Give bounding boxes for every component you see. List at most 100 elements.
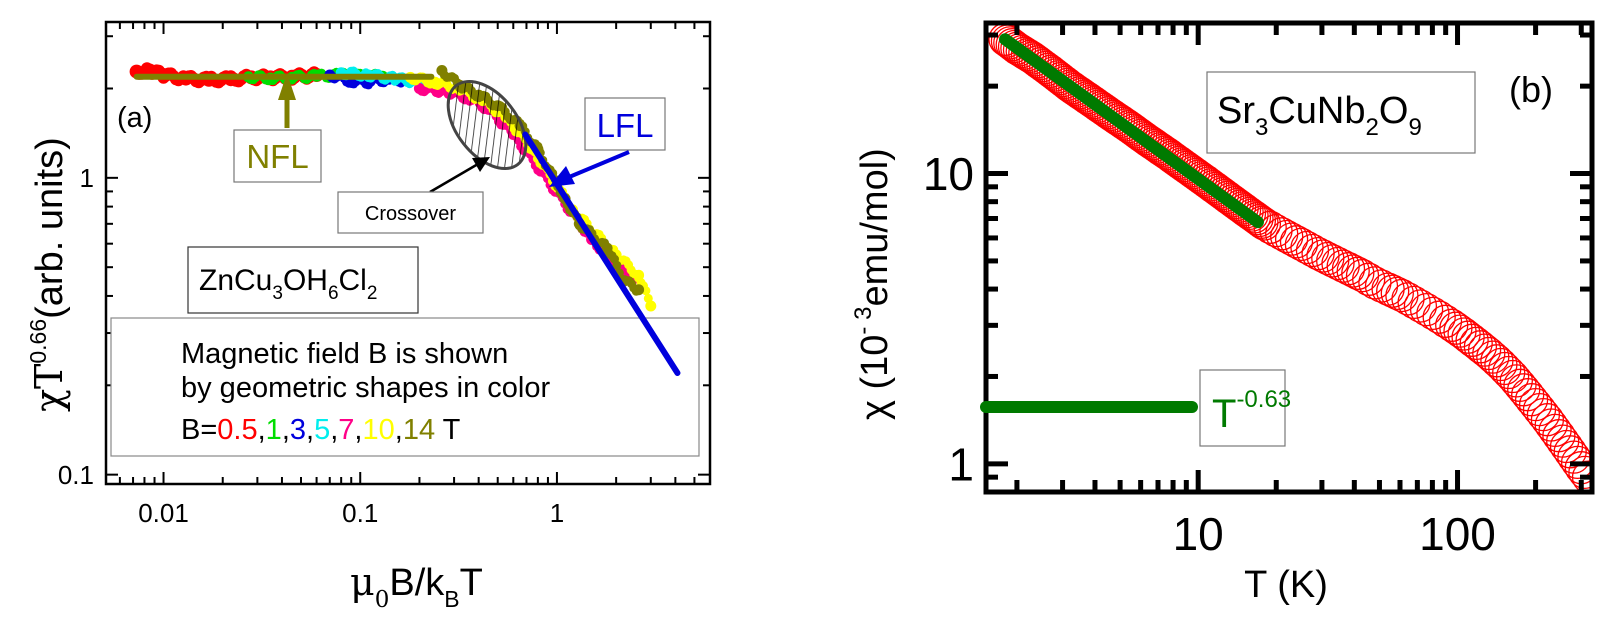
field-separator: , [354,414,362,446]
data-point [1235,198,1269,232]
data-point [1259,213,1293,248]
data-point [601,242,613,254]
fit-legend-box [1199,369,1286,447]
data-point [1336,254,1370,288]
crossover-arrow-shaft [429,162,479,194]
data-point [1409,292,1444,327]
x-tick-label: 100 [1419,508,1496,560]
y-tick-label: 10 [923,148,974,200]
field-legend-line3: B=0.5,1,3,5,7,10,14 T [181,414,461,446]
field-legend-line2: by geometric shapes in color [181,372,550,404]
lfl-box [584,97,666,151]
lfl-fit-line [522,131,681,377]
nfl-box [233,129,322,183]
formula-a: ZnCu3OH6Cl2 [199,264,377,304]
panel-a-y-axis-label: χT0.66(arb. units) [25,137,71,412]
data-point [1391,282,1425,316]
field-value-10: 10 [362,414,394,446]
field-value-3: 3 [290,414,306,446]
data-point [1002,33,1037,67]
data-point [1321,246,1355,281]
data-point [1036,56,1070,90]
data-point [633,269,645,281]
field-legend-box [110,317,700,457]
data-point [1247,207,1282,241]
panel-a-fit-lines-overlay [133,73,681,377]
data-point [1034,54,1068,88]
data-point [1284,227,1319,262]
y-tick-label: 1 [948,438,974,490]
panel-a-tick-labels: 0.01 0.1 1 0.1 1 [58,163,564,528]
nfl-arrow-head [278,73,296,100]
data-point [1041,60,1075,94]
data-point [1270,219,1304,254]
panel-b-axes-frame [983,20,1595,495]
panel-b-data [988,23,1592,492]
data-point [1422,300,1456,334]
data-point [1038,58,1073,92]
data-point [1492,355,1526,390]
panel-a: (a) NFL LFL Crossover ZnCu3OH6Cl2 Magnet… [25,20,712,613]
panel-b-fit-lines [999,33,1264,229]
panel-b: (b) Sr3CuNb2O9 T-0.63 10 100 1 10 T (K) χ (… [850,20,1595,606]
data-point [1031,52,1065,87]
field-separator: , [306,414,314,446]
data-point [1237,200,1272,234]
field-value-14: 14 [403,414,435,446]
field-legend-prefix: B= [181,414,217,446]
panel-b-y-axis-label: χ (10- 3emu/mol) [850,148,896,420]
fit-legend-label: T-0.63 [1212,386,1291,436]
x-tick-label: 0.01 [138,498,189,528]
crossover-box [337,191,484,234]
data-point [1459,326,1493,361]
panel-b-x-axis-label: T (K) [1244,564,1328,606]
data-point [633,284,645,296]
formula-box-a [187,246,419,314]
power-law-fit-line [999,33,1264,229]
field-value-1: 1 [266,414,282,446]
data-point [1253,210,1287,244]
field-separator: , [258,414,266,446]
panel-a-axes-frame [104,20,712,486]
data-point [1560,445,1592,480]
panel-b-label: (b) [1509,69,1553,110]
field-separator: , [395,414,403,446]
data-point [1376,274,1410,308]
data-point [413,83,425,94]
field-separator: , [282,414,290,446]
data-point [1331,252,1366,286]
crossover-region-ellipse [446,79,528,171]
panel-a-x-axis-label: μ0B/kBT [350,560,483,613]
lfl-label: LFL [597,107,654,144]
field-value-5: 5 [314,414,330,446]
formula-b: Sr3CuNb2O9 [1217,90,1422,141]
field-legend-line1: Magnetic field B is shown [181,338,508,370]
field-separator: , [330,414,338,446]
data-point [612,260,622,270]
data-point [1242,203,1277,238]
data-point [1451,320,1485,354]
crossover-label: Crossover [365,203,456,225]
crossover-arrow-head [472,157,490,172]
data-point [1380,276,1414,311]
lfl-arrow-shaft [561,150,630,182]
data-point [1495,359,1530,394]
x-tick-label: 10 [1173,508,1224,560]
data-point [645,300,657,312]
y-tick-label: 0.1 [58,460,94,490]
data-point [1455,323,1489,357]
field-value-7: 7 [338,414,354,446]
field-separator: T [435,414,461,446]
data-point [1397,285,1431,320]
panel-a-ticks [106,22,711,484]
data-point [1279,225,1314,259]
data-point [1568,455,1592,490]
data-point [1571,460,1592,492]
data-point [1043,62,1077,96]
field-value-0.5: 0.5 [217,414,257,446]
x-tick-label: 1 [550,498,564,528]
data-point [1341,256,1375,290]
data-point [1274,222,1309,256]
data-point [1488,351,1522,386]
